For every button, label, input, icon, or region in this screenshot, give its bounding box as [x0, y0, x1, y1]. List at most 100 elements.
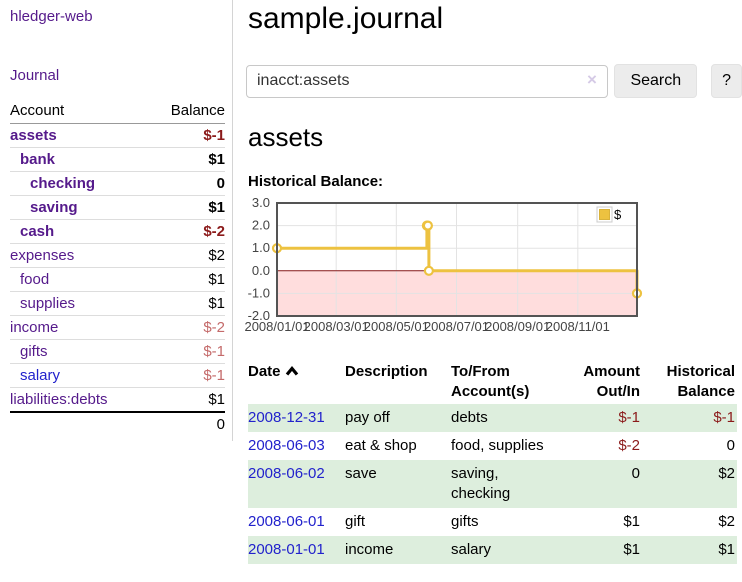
- register-date-cell: 2008-12-31: [248, 404, 345, 432]
- register-amount-cell: $1: [623, 513, 640, 530]
- y-tick-label: -1.0: [248, 285, 270, 300]
- search-input[interactable]: [246, 64, 609, 98]
- register-description-cell: eat & shop: [345, 437, 417, 454]
- register-header-row: Date Description To/From Account(s) Amou…: [248, 360, 737, 404]
- main-content: sample.journal × Search ? assets Histori…: [244, 0, 742, 564]
- sidebar-account-link[interactable]: assets: [10, 127, 57, 144]
- register-amount-cell: $-1: [618, 409, 640, 426]
- account-balance: $1: [148, 291, 225, 316]
- sidebar-account-link[interactable]: liabilities:debts: [10, 391, 108, 408]
- register-date-link[interactable]: 2008-12-31: [248, 409, 325, 426]
- page-title: sample.journal: [248, 2, 444, 35]
- register-balance-cell: $1: [718, 541, 735, 558]
- x-tick-label: 2008/11/01: [546, 319, 610, 334]
- register-date-cell: 2008-06-03: [248, 432, 345, 460]
- account-row: expenses $2: [10, 243, 225, 268]
- register-header-date[interactable]: Date: [248, 360, 345, 404]
- sidebar: hledger-web Journal Account Balance asse…: [0, 0, 233, 441]
- y-tick-label: 0.0: [252, 263, 270, 278]
- account-name-cell: supplies: [10, 291, 149, 316]
- clear-search-icon[interactable]: ×: [587, 70, 597, 89]
- register-description-cell: save: [345, 465, 377, 482]
- account-row: salary $-1: [10, 363, 225, 388]
- sidebar-account-link[interactable]: income: [10, 319, 59, 336]
- account-name-cell: bank: [10, 147, 149, 172]
- account-balance: $-1: [203, 127, 225, 144]
- sidebar-account-link[interactable]: supplies: [20, 295, 76, 312]
- register-accounts-cell: saving, checking: [451, 465, 511, 502]
- legend-label: $: [614, 207, 622, 222]
- x-tick-label: 2008/07/01: [424, 319, 489, 334]
- historical-balance-chart: 3.0 2.0 1.0 0.0 -1.0 -2.02008/01/012008/03/01…: [244, 195, 643, 334]
- account-name-cell: gifts: [10, 339, 149, 364]
- y-tick-label: 3.0: [252, 195, 270, 210]
- account-heading: assets: [248, 122, 324, 152]
- help-button[interactable]: ?: [711, 64, 742, 98]
- register-date-link[interactable]: 2008-06-02: [248, 465, 325, 482]
- register-header-amount: Amount Out/In: [583, 363, 640, 400]
- register-date-link[interactable]: 2008-06-01: [248, 513, 325, 530]
- account-row: gifts $-1: [10, 339, 225, 364]
- sidebar-account-link[interactable]: checking: [30, 175, 96, 192]
- register-accounts-cell: salary: [451, 541, 492, 558]
- register-date-cell: 2008-06-02: [248, 460, 345, 508]
- account-row: assets $-1: [10, 124, 225, 148]
- register-date-cell: 2008-06-01: [248, 508, 345, 536]
- register-header-accounts: To/From Account(s): [451, 363, 530, 400]
- chart-container: 3.0 2.0 1.0 0.0 -1.0 -2.0 2008/01/01 2008/03/01…: [244, 195, 646, 336]
- sidebar-account-link[interactable]: food: [20, 271, 50, 288]
- accounts-total-spacer: [10, 411, 149, 436]
- register-balance-cell: $2: [718, 465, 735, 482]
- register-accounts-cell: food, supplies: [451, 437, 544, 454]
- account-balance: 0: [148, 171, 225, 196]
- table-row: 2008-01-01 income salary $1 $1: [248, 536, 737, 564]
- sidebar-item-journal[interactable]: Journal: [10, 67, 60, 84]
- y-tick-label: -2.0: [248, 308, 270, 323]
- account-balance: $-2: [148, 315, 225, 340]
- account-name-cell: checking: [10, 171, 149, 196]
- register-description-cell: pay off: [345, 409, 390, 426]
- account-row: checking 0: [10, 171, 225, 196]
- account-row: income $-2: [10, 315, 225, 340]
- register-amount-cell: 0: [631, 465, 640, 482]
- table-row: 2008-12-31 pay off debts $-1 $-1: [248, 404, 737, 432]
- register-description-cell: gift: [345, 513, 366, 530]
- legend-swatch: [599, 209, 610, 220]
- account-row: supplies $1: [10, 291, 225, 316]
- register-amount-cell: $-2: [618, 437, 640, 454]
- register-date-link[interactable]: 2008-01-01: [248, 541, 325, 558]
- x-tick-label: 2008/05/01: [364, 319, 429, 334]
- register-date-link[interactable]: 2008-06-03: [248, 437, 325, 454]
- account-balance: $1: [148, 147, 225, 172]
- account-name-cell: food: [10, 267, 149, 292]
- account-balance: $1: [148, 387, 225, 412]
- accounts-total-value: 0: [148, 411, 225, 436]
- accounts-table-body: assets $-1 bank $1 checking 0 saving $1 cash $-2 e…: [10, 124, 225, 412]
- account-balance: $-1: [148, 363, 225, 388]
- register-header-description: Description: [345, 363, 428, 380]
- sidebar-account-link[interactable]: saving: [30, 199, 78, 216]
- table-row: 2008-06-03 eat & shop food, supplies $-2 0: [248, 432, 737, 460]
- plot-border: [276, 202, 638, 317]
- account-name-cell: salary: [10, 363, 149, 388]
- register-amount-cell: $1: [623, 541, 640, 558]
- table-row: 2008-06-01 gift gifts $1 $2: [248, 508, 737, 536]
- register-table-body: 2008-12-31 pay off debts $-1 $-1 2008-06-03 ea…: [248, 404, 737, 564]
- chart-label: Historical Balance:: [248, 173, 384, 190]
- sidebar-account-link[interactable]: salary: [20, 367, 61, 384]
- account-name-cell: cash: [10, 219, 149, 244]
- x-tick-label: 2008/09/01: [485, 319, 550, 334]
- sidebar-account-link[interactable]: bank: [20, 151, 56, 168]
- register-balance-cell: $-1: [713, 409, 735, 426]
- account-row: bank $1: [10, 147, 225, 172]
- table-row: 2008-06-02 save saving, checking 0 $2: [248, 460, 737, 508]
- accounts-header-balance: Balance: [148, 99, 225, 124]
- search-button[interactable]: Search: [614, 64, 698, 98]
- sidebar-account-link[interactable]: expenses: [10, 247, 75, 264]
- account-row: cash $-2: [10, 219, 225, 244]
- sidebar-account-link[interactable]: gifts: [20, 343, 48, 360]
- account-name-cell: expenses: [10, 243, 149, 268]
- account-name-cell: liabilities:debts: [10, 387, 149, 412]
- sidebar-account-link[interactable]: cash: [20, 223, 55, 240]
- account-name-cell: income: [10, 315, 149, 340]
